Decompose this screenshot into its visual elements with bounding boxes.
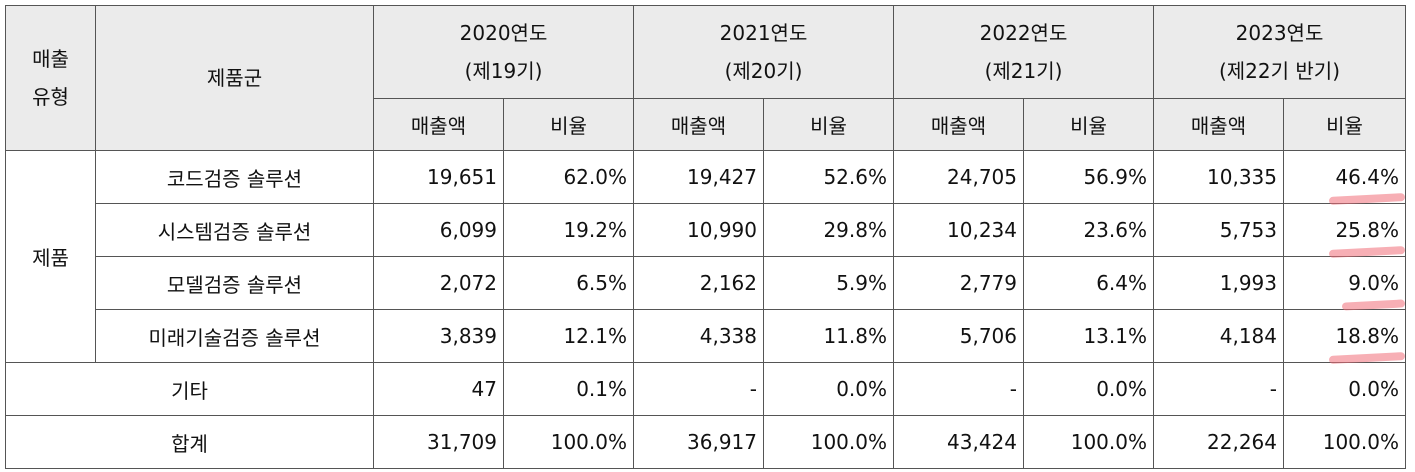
sales-cell: 4,338 bbox=[633, 309, 764, 363]
ratio-cell: 100.0% bbox=[1283, 415, 1406, 469]
product-name-cell: 코드검증 솔루션 bbox=[95, 150, 374, 204]
sales-cell: 43,424 bbox=[893, 415, 1024, 469]
ratio-cell: 29.8% bbox=[763, 203, 894, 257]
sales-cell: 24,705 bbox=[893, 150, 1024, 204]
ratio-cell: 6.5% bbox=[503, 256, 634, 310]
product-group-cell: 제품 bbox=[5, 150, 96, 363]
sales-cell: 19,651 bbox=[373, 150, 504, 204]
sales-cell: 47 bbox=[373, 362, 504, 416]
product-name-cell: 미래기술검증 솔루션 bbox=[95, 309, 374, 363]
table-row-other: 기타 47 0.1% - 0.0% - 0.0% - 0.0% bbox=[5, 362, 1406, 416]
sales-cell: 2,779 bbox=[893, 256, 1024, 310]
sales-table-container: 매출 유형 제품군 2020연도 (제19기) 2021연도 (제20기) 20… bbox=[5, 5, 1406, 469]
ratio-cell: 0.0% bbox=[1283, 362, 1406, 416]
sales-cell: 10,335 bbox=[1153, 150, 1284, 204]
sales-cell: 3,839 bbox=[373, 309, 504, 363]
ratio-cell: 23.6% bbox=[1023, 203, 1154, 257]
ratio-cell-highlighted: 18.8% bbox=[1283, 309, 1406, 363]
sales-amount-header: 매출액 bbox=[373, 98, 504, 151]
sales-cell: 6,099 bbox=[373, 203, 504, 257]
sales-by-product-table: 매출 유형 제품군 2020연도 (제19기) 2021연도 (제20기) 20… bbox=[5, 5, 1406, 469]
highlight-mark: 25.8% bbox=[1335, 218, 1399, 242]
sales-amount-header: 매출액 bbox=[633, 98, 764, 151]
other-label-cell: 기타 bbox=[5, 362, 374, 416]
table-row: 제품 코드검증 솔루션 19,651 62.0% 19,427 52.6% 24… bbox=[5, 150, 1406, 363]
product-name-cell: 모델검증 솔루션 bbox=[95, 256, 374, 310]
table-row: 모델검증 솔루션 2,072 6.5% 2,162 5.9% 2,779 6.4… bbox=[6, 256, 1406, 310]
table-row: 시스템검증 솔루션 6,099 19.2% 10,990 29.8% 10,23… bbox=[6, 203, 1406, 257]
sales-cell: 19,427 bbox=[633, 150, 764, 204]
sales-cell: 5,706 bbox=[893, 309, 1024, 363]
sales-cell: 31,709 bbox=[373, 415, 504, 469]
sales-cell: 10,990 bbox=[633, 203, 764, 257]
sales-cell: 1,993 bbox=[1153, 256, 1284, 310]
sales-cell: - bbox=[633, 362, 764, 416]
sales-cell: 22,264 bbox=[1153, 415, 1284, 469]
table-row: 미래기술검증 솔루션 3,839 12.1% 4,338 11.8% 5,706… bbox=[6, 309, 1406, 363]
ratio-cell: 5.9% bbox=[763, 256, 894, 310]
ratio-cell: 13.1% bbox=[1023, 309, 1154, 363]
ratio-cell: 0.0% bbox=[1023, 362, 1154, 416]
ratio-cell: 19.2% bbox=[503, 203, 634, 257]
ratio-cell: 0.0% bbox=[763, 362, 894, 416]
sales-amount-header: 매출액 bbox=[1153, 98, 1284, 151]
ratio-header: 비율 bbox=[503, 98, 634, 151]
sales-cell: 2,072 bbox=[373, 256, 504, 310]
ratio-cell-highlighted: 9.0% bbox=[1283, 256, 1406, 310]
ratio-cell: 100.0% bbox=[503, 415, 634, 469]
ratio-cell: 0.1% bbox=[503, 362, 634, 416]
sales-cell: 2,162 bbox=[633, 256, 764, 310]
product-group-header: 제품군 bbox=[95, 5, 374, 151]
sales-cell: 10,234 bbox=[893, 203, 1024, 257]
ratio-cell: 100.0% bbox=[763, 415, 894, 469]
total-label-cell: 합계 bbox=[5, 415, 374, 469]
year-header-2021: 2021연도 (제20기) bbox=[633, 5, 894, 99]
highlight-mark: 46.4% bbox=[1335, 165, 1399, 189]
highlight-mark: 18.8% bbox=[1335, 324, 1399, 348]
sales-cell: - bbox=[1153, 362, 1284, 416]
ratio-cell: 100.0% bbox=[1023, 415, 1154, 469]
ratio-header: 비율 bbox=[763, 98, 894, 151]
highlight-mark: 9.0% bbox=[1348, 271, 1399, 295]
product-name-cell: 시스템검증 솔루션 bbox=[95, 203, 374, 257]
year-header-2020: 2020연도 (제19기) bbox=[373, 5, 634, 99]
sales-cell: 4,184 bbox=[1153, 309, 1284, 363]
year-header-2022: 2022연도 (제21기) bbox=[893, 5, 1154, 99]
ratio-cell: 11.8% bbox=[763, 309, 894, 363]
sales-type-header: 매출 유형 bbox=[5, 5, 96, 151]
ratio-cell-highlighted: 25.8% bbox=[1283, 203, 1406, 257]
ratio-cell: 12.1% bbox=[503, 309, 634, 363]
ratio-header: 비율 bbox=[1283, 98, 1406, 151]
ratio-cell: 6.4% bbox=[1023, 256, 1154, 310]
sales-cell: - bbox=[893, 362, 1024, 416]
ratio-header: 비율 bbox=[1023, 98, 1154, 151]
year-header-2023: 2023연도 (제22기 반기) bbox=[1153, 5, 1406, 99]
ratio-cell: 62.0% bbox=[503, 150, 634, 204]
ratio-cell: 56.9% bbox=[1023, 150, 1154, 204]
ratio-cell-highlighted: 46.4% bbox=[1283, 150, 1406, 204]
ratio-cell: 52.6% bbox=[763, 150, 894, 204]
sales-amount-header: 매출액 bbox=[893, 98, 1024, 151]
sales-cell: 5,753 bbox=[1153, 203, 1284, 257]
sales-cell: 36,917 bbox=[633, 415, 764, 469]
table-row-total: 합계 31,709 100.0% 36,917 100.0% 43,424 10… bbox=[5, 415, 1406, 469]
